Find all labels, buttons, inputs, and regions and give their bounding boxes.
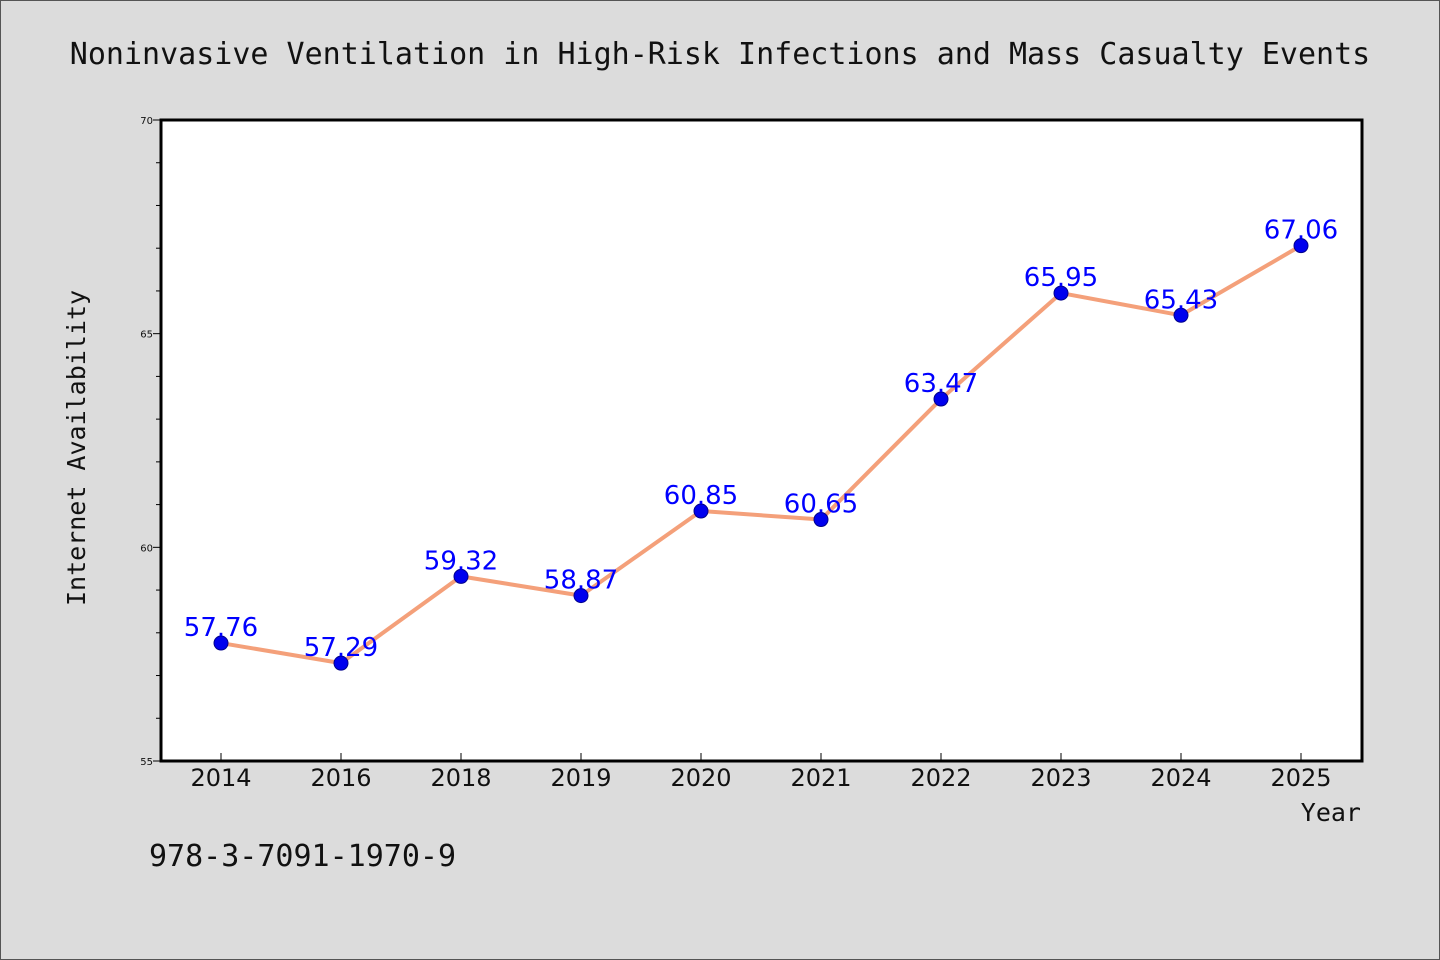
y-tick-label: 60 xyxy=(140,543,153,554)
x-tick-label: 2019 xyxy=(550,764,611,792)
isbn-annotation: 978-3-7091-1970-9 xyxy=(149,839,456,874)
data-point-marker xyxy=(813,512,829,528)
data-point-marker xyxy=(573,588,589,604)
x-tick-label: 2024 xyxy=(1150,764,1211,792)
data-label: 57.29 xyxy=(304,633,378,663)
x-tick-label: 2020 xyxy=(670,764,731,792)
x-tick-label: 2016 xyxy=(310,764,371,792)
data-point-marker xyxy=(1053,285,1069,301)
data-label: 58.87 xyxy=(544,566,618,596)
y-axis-tick-labels: 55 60 65 70 xyxy=(140,116,153,768)
y-axis-label: Internet Availability xyxy=(62,290,91,606)
x-tick-label: 2025 xyxy=(1270,764,1331,792)
data-label: 63.47 xyxy=(904,369,978,399)
data-point-marker xyxy=(453,568,469,584)
data-point-marker xyxy=(933,391,949,407)
x-tick-label: 2023 xyxy=(1030,764,1091,792)
plot-area xyxy=(159,118,1364,763)
data-point-marker xyxy=(333,655,349,671)
x-tick-label: 2014 xyxy=(190,764,251,792)
y-tick-label: 55 xyxy=(140,757,153,768)
data-label: 60.65 xyxy=(784,490,858,520)
data-label: 65.95 xyxy=(1024,263,1098,293)
data-point-marker xyxy=(1293,238,1309,254)
x-axis-label: Year xyxy=(1301,798,1361,827)
data-point-marker xyxy=(213,635,229,651)
x-tick-label: 2018 xyxy=(430,764,491,792)
data-labels: 57.76 57.29 59.32 58.87 60.85 60.65 63.47 65.95… xyxy=(184,216,1338,664)
data-label: 57.76 xyxy=(184,613,258,643)
data-label: 67.06 xyxy=(1264,216,1338,246)
data-point-marker xyxy=(693,503,709,519)
series-line xyxy=(219,243,1303,666)
data-label: 59.32 xyxy=(424,546,498,576)
data-label: 65.43 xyxy=(1144,285,1218,315)
data-point-marker xyxy=(1173,307,1189,323)
x-tick-label: 2022 xyxy=(910,764,971,792)
x-axis-tick-labels: 2014 2016 2018 2019 2020 2021 2022 2023 2024 2025 xyxy=(190,764,1331,792)
y-axis-ticks xyxy=(153,119,161,762)
data-label: 60.85 xyxy=(664,481,738,511)
chart-title: Noninvasive Ventilation in High-Risk Inf… xyxy=(70,37,1370,72)
x-axis-ticks xyxy=(220,753,1302,761)
y-tick-label: 65 xyxy=(140,330,153,341)
x-tick-label: 2021 xyxy=(790,764,851,792)
series-markers xyxy=(213,238,1309,671)
y-tick-label: 70 xyxy=(140,116,153,127)
